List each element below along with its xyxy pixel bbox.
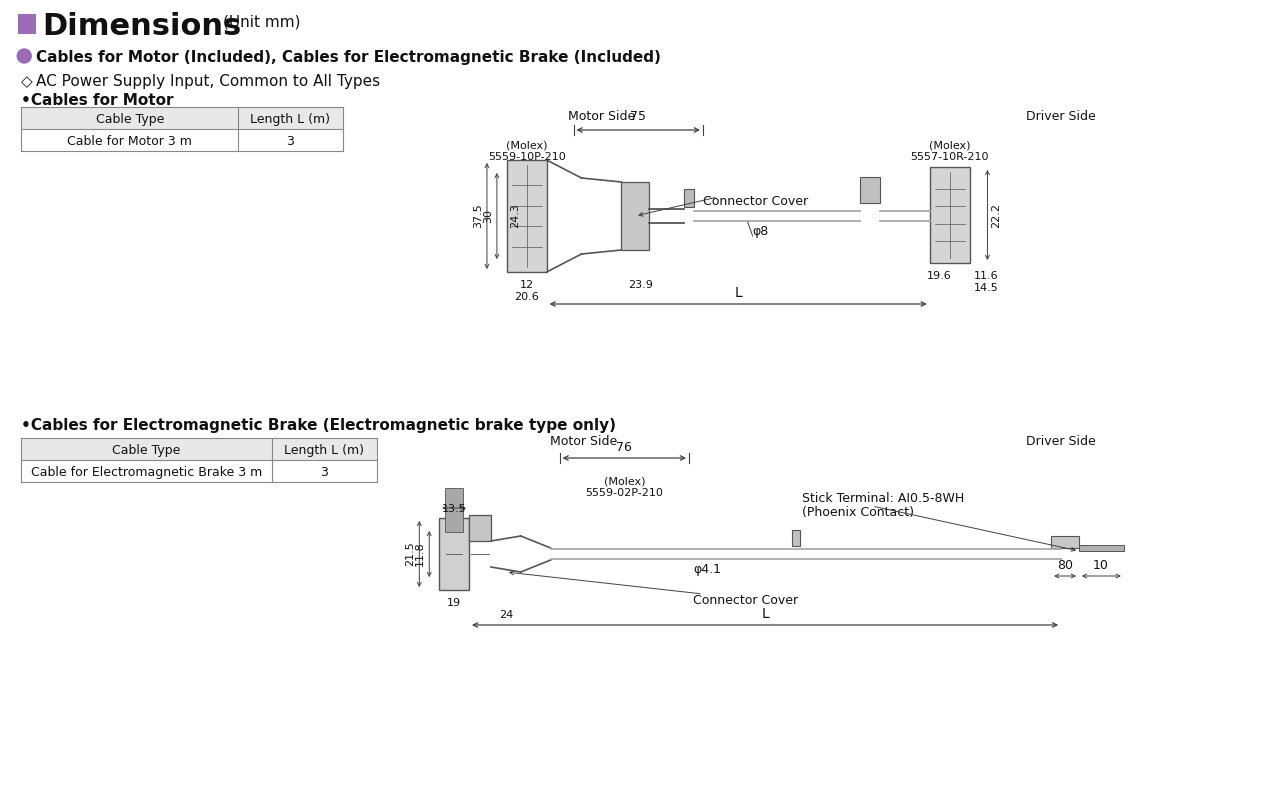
Bar: [621, 182, 649, 250]
Text: (Phoenix Contact): (Phoenix Contact): [803, 506, 914, 519]
Text: Cable Type: Cable Type: [113, 444, 180, 456]
Text: 19: 19: [447, 598, 461, 608]
Bar: [507, 160, 547, 272]
Text: 24: 24: [499, 610, 513, 620]
Text: Driver Side: Driver Side: [1027, 110, 1096, 123]
Text: 24.3: 24.3: [509, 204, 520, 228]
Text: 21.5: 21.5: [406, 541, 415, 566]
Text: Motor Side: Motor Side: [568, 110, 635, 123]
Text: φ4.1: φ4.1: [692, 563, 721, 576]
Bar: [929, 167, 969, 263]
Text: 5559-02P-210: 5559-02P-210: [585, 488, 663, 498]
Bar: [684, 189, 694, 207]
Text: φ8: φ8: [753, 225, 769, 238]
Text: 80: 80: [1057, 559, 1073, 572]
Text: 11.6: 11.6: [974, 271, 998, 281]
Text: ◇: ◇: [22, 74, 33, 89]
Text: Cable for Electromagnetic Brake 3 m: Cable for Electromagnetic Brake 3 m: [31, 466, 262, 479]
Text: L: L: [762, 607, 769, 621]
Text: 3: 3: [287, 134, 294, 148]
Text: Length L (m): Length L (m): [251, 113, 330, 126]
Text: Cables for Motor (Included), Cables for Electromagnetic Brake (Included): Cables for Motor (Included), Cables for …: [36, 50, 660, 65]
Text: Cable for Motor 3 m: Cable for Motor 3 m: [68, 134, 192, 148]
Text: Dimensions: Dimensions: [42, 12, 242, 41]
Bar: [22, 438, 376, 460]
Text: 76: 76: [617, 441, 632, 454]
Text: 19.6: 19.6: [927, 271, 952, 281]
Bar: [468, 515, 492, 541]
Text: •Cables for Motor: •Cables for Motor: [22, 93, 174, 108]
Text: Connector Cover: Connector Cover: [703, 195, 808, 208]
Text: 20.6: 20.6: [515, 292, 539, 302]
Bar: [1079, 545, 1124, 551]
Text: AC Power Supply Input, Common to All Types: AC Power Supply Input, Common to All Typ…: [36, 74, 380, 89]
Text: 23.9: 23.9: [627, 280, 653, 290]
Text: 14.5: 14.5: [974, 283, 998, 293]
Bar: [1051, 536, 1079, 548]
Text: 22.2: 22.2: [992, 203, 1001, 227]
Text: (Molex): (Molex): [929, 140, 970, 150]
Text: 75: 75: [630, 110, 646, 123]
Text: Length L (m): Length L (m): [284, 444, 365, 456]
Text: 5557-10R-210: 5557-10R-210: [910, 152, 989, 162]
Text: (Molex): (Molex): [506, 140, 548, 150]
Text: Connector Cover: Connector Cover: [692, 594, 797, 607]
Bar: [860, 177, 879, 203]
Bar: [439, 518, 468, 590]
Text: Stick Terminal: AI0.5-8WH: Stick Terminal: AI0.5-8WH: [803, 492, 965, 505]
Text: 11.8: 11.8: [415, 541, 425, 566]
Text: 12: 12: [520, 280, 534, 290]
Bar: [445, 488, 463, 532]
Text: 30: 30: [483, 209, 493, 223]
Text: Cable Type: Cable Type: [96, 113, 164, 126]
Bar: [22, 107, 343, 129]
Bar: [18, 14, 36, 34]
Text: 5559-10P-210: 5559-10P-210: [488, 152, 566, 162]
Text: (Molex): (Molex): [603, 476, 645, 486]
Text: 37.5: 37.5: [474, 204, 483, 228]
Text: (Unit mm): (Unit mm): [223, 14, 301, 29]
Text: 10: 10: [1093, 559, 1108, 572]
Text: Motor Side: Motor Side: [550, 435, 617, 448]
Text: Driver Side: Driver Side: [1027, 435, 1096, 448]
Circle shape: [18, 49, 31, 63]
Bar: [792, 530, 800, 546]
Text: 13.5: 13.5: [442, 504, 466, 514]
Text: 3: 3: [320, 466, 328, 479]
Text: L: L: [735, 286, 742, 300]
Text: •Cables for Electromagnetic Brake (Electromagnetic brake type only): •Cables for Electromagnetic Brake (Elect…: [22, 418, 616, 433]
